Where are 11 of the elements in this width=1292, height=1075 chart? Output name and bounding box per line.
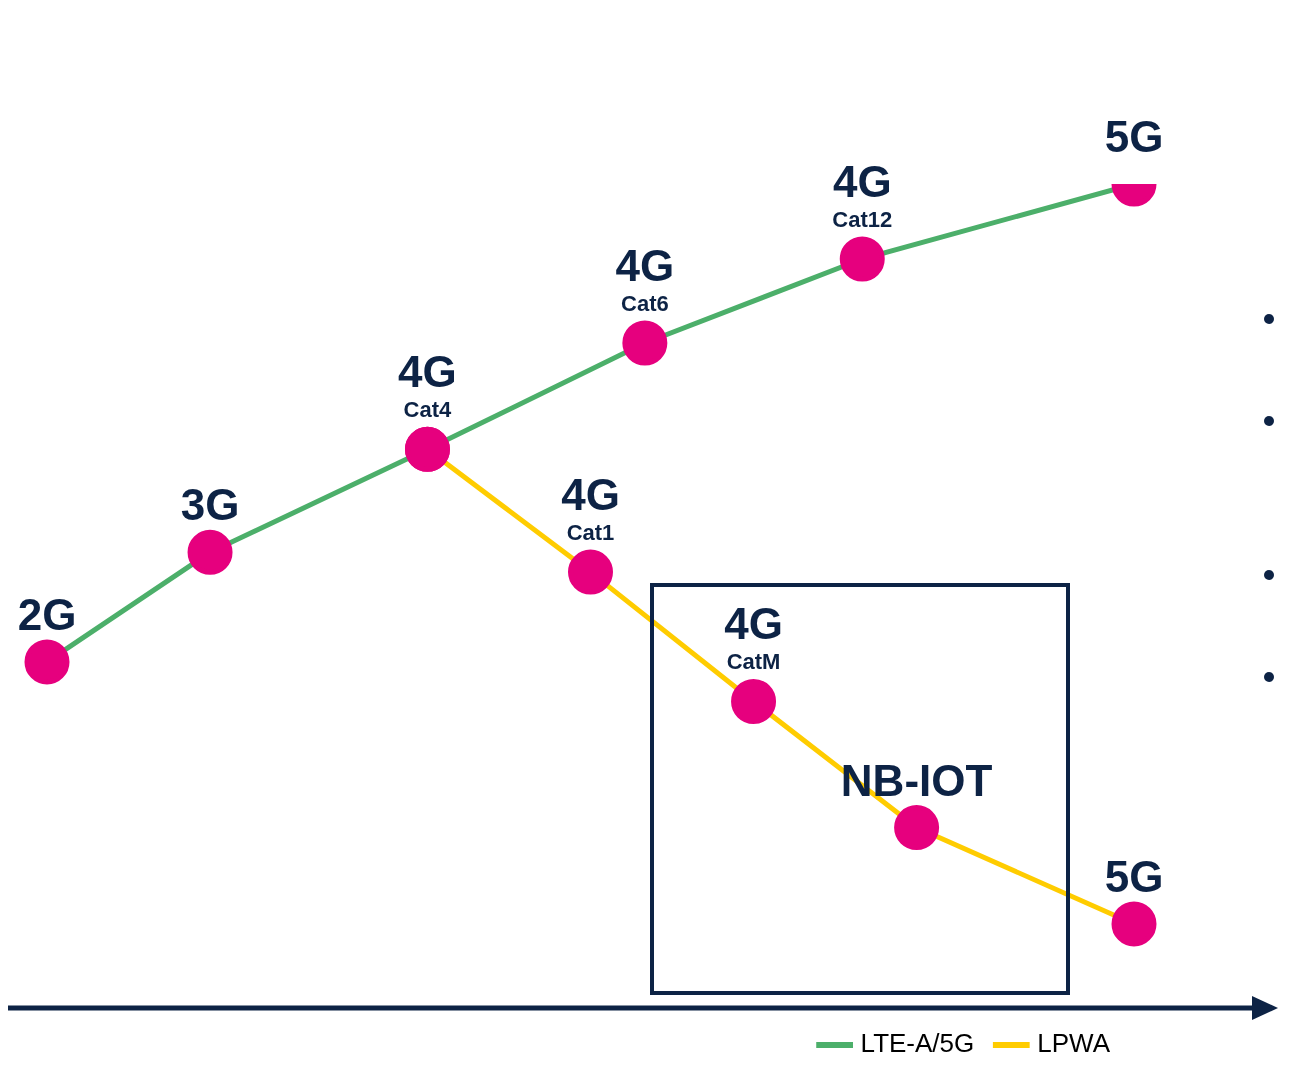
annotation: 4G Cat12 <box>832 156 893 232</box>
annotation: 4G CatM <box>724 599 783 675</box>
annotation: 4G Cat6 <box>615 241 675 317</box>
annotation: 5G <box>1104 851 1164 901</box>
legend-label: LTE-A/5G <box>860 1028 975 1059</box>
annotation: 4G Cat1 <box>561 470 620 546</box>
annotation: 2G <box>17 589 77 639</box>
legend-label: LPWA <box>1037 1028 1111 1059</box>
annotation: 3G <box>180 480 240 530</box>
annotation: 5G <box>1104 112 1164 161</box>
annotation: 4G Cat4 <box>398 347 457 423</box>
